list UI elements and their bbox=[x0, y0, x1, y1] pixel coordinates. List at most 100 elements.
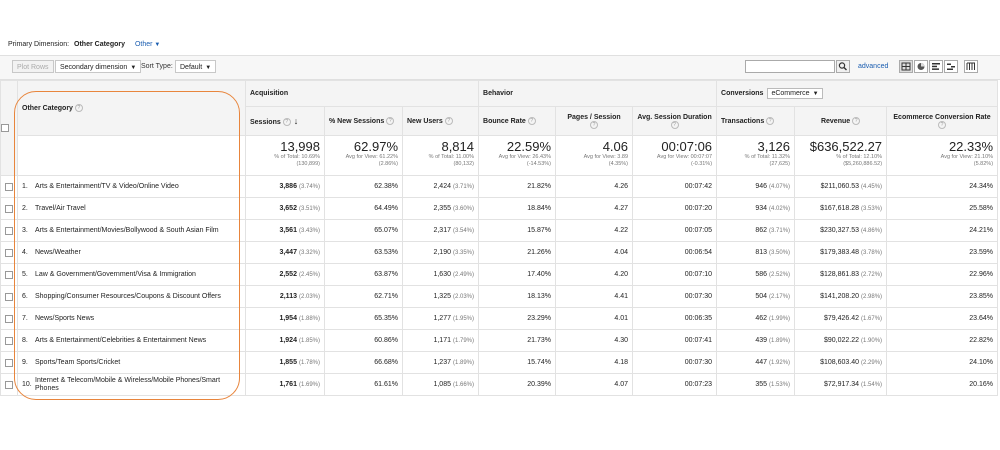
new-users-percent: (1.79%) bbox=[453, 338, 475, 344]
conv-rate-column-header[interactable]: Ecommerce Conversion Rate ? bbox=[886, 106, 999, 136]
revenue-value: $167,618.28 bbox=[820, 205, 860, 212]
help-icon[interactable]: ? bbox=[74, 104, 83, 112]
view-pivot-button[interactable] bbox=[964, 60, 978, 73]
new-users-cell: 2,424 (3.71%) bbox=[401, 175, 480, 198]
category-cell: 1. Arts & Entertainment/TV & Video/Online… bbox=[17, 175, 246, 198]
table-row[interactable]: 6. Shopping/Consumer Resources/Coupons & … bbox=[0, 285, 999, 308]
help-icon[interactable]: ? bbox=[282, 118, 291, 127]
sessions-value: 1,855 bbox=[279, 359, 297, 366]
bounce-rate-column-header[interactable]: Bounce Rate ? bbox=[478, 106, 557, 136]
sessions-column-header[interactable]: Sessions ? ↓ bbox=[245, 106, 325, 136]
category-link[interactable]: Arts & Entertainment/TV & Video/Online V… bbox=[35, 182, 179, 190]
transactions-percent: (4.07%) bbox=[769, 184, 791, 190]
category-link[interactable]: Travel/Air Travel bbox=[35, 204, 86, 212]
new-sessions-cell: 63.53% bbox=[324, 241, 403, 264]
new-users-column-header[interactable]: New Users ? bbox=[401, 106, 480, 136]
row-checkbox-cell bbox=[0, 307, 18, 330]
primary-dimension-value[interactable]: Other Category bbox=[74, 41, 125, 48]
advanced-filter-link[interactable]: advanced bbox=[858, 63, 889, 70]
select-all-checkbox[interactable] bbox=[1, 124, 9, 132]
revenue-cell: $230,327.53 (4.86%) bbox=[794, 219, 888, 242]
conversions-goal-dropdown[interactable]: eCommerce ▼ bbox=[767, 88, 823, 99]
help-icon[interactable]: ? bbox=[444, 117, 453, 125]
row-checkbox[interactable] bbox=[5, 336, 13, 345]
column-header-row: Sessions ? ↓ % New Sessions ? New Users ?… bbox=[1, 106, 999, 136]
secondary-dimension-dropdown[interactable]: Secondary dimension ▼ bbox=[55, 60, 142, 73]
totals-pages-session-sub1: Avg for View: 3.89 bbox=[583, 154, 629, 160]
plot-rows-button[interactable]: Plot Rows bbox=[12, 60, 54, 73]
pages-session-column-header[interactable]: Pages / Session? bbox=[555, 106, 634, 136]
behavior-group-header: Behavior bbox=[478, 80, 718, 107]
table-search-input[interactable] bbox=[745, 60, 835, 73]
new-users-percent: (2.03%) bbox=[453, 294, 475, 300]
table-row[interactable]: 4. News/Weather 3,447 (3.32%) 63.53% 2,190… bbox=[0, 241, 999, 264]
view-data-table-button[interactable] bbox=[899, 60, 913, 73]
search-button[interactable] bbox=[836, 60, 850, 73]
row-checkbox[interactable] bbox=[5, 226, 13, 235]
table-row[interactable]: 10.Internet & Telecom/Mobile & Wireless/… bbox=[0, 373, 999, 396]
row-checkbox-cell bbox=[0, 197, 18, 220]
row-checkbox[interactable] bbox=[5, 248, 13, 257]
report-table: Other Category ? Acquisition Behavior Co… bbox=[0, 80, 999, 396]
view-performance-button[interactable] bbox=[929, 60, 943, 73]
help-icon[interactable]: ? bbox=[386, 117, 395, 125]
transactions-value: 586 bbox=[755, 271, 768, 278]
category-link[interactable]: Law & Government/Government/Visa & Immig… bbox=[35, 270, 196, 278]
revenue-value: $128,861.83 bbox=[820, 271, 860, 278]
sort-type-dropdown[interactable]: Default ▼ bbox=[175, 60, 217, 73]
avg-duration-column-header[interactable]: Avg. Session Duration? bbox=[632, 106, 718, 136]
row-checkbox[interactable] bbox=[5, 270, 13, 279]
transactions-cell: 355 (1.53%) bbox=[716, 373, 796, 396]
table-row[interactable]: 8. Arts & Entertainment/Celebrities & Ent… bbox=[0, 329, 999, 352]
row-checkbox[interactable] bbox=[5, 358, 13, 367]
help-icon[interactable]: ? bbox=[527, 117, 536, 125]
category-column-header[interactable]: Other Category ? bbox=[17, 80, 246, 136]
select-all-cell bbox=[0, 80, 18, 176]
category-link[interactable]: Arts & Entertainment/Celebrities & Enter… bbox=[35, 336, 207, 344]
report-toolbar: Plot Rows Secondary dimension ▼ Sort Type… bbox=[0, 55, 1000, 80]
category-link[interactable]: Sports/Team Sports/Cricket bbox=[35, 358, 121, 366]
pie-chart-icon bbox=[917, 63, 925, 70]
conv-rate-column-label: Ecommerce Conversion Rate bbox=[893, 113, 991, 121]
help-icon[interactable]: ? bbox=[852, 117, 861, 125]
avg-duration-cell: 00:07:42 bbox=[632, 175, 718, 198]
category-link[interactable]: Internet & Telecom/Mobile & Wireless/Mob… bbox=[35, 376, 221, 392]
category-link[interactable]: News/Weather bbox=[35, 248, 81, 256]
transactions-column-header[interactable]: Transactions ? bbox=[716, 106, 796, 136]
revenue-cell: $128,861.83 (2.72%) bbox=[794, 263, 888, 286]
conversions-group-header: Conversions eCommerce ▼ bbox=[716, 80, 999, 107]
new-sessions-cell: 62.38% bbox=[324, 175, 403, 198]
other-dimension-link[interactable]: Other ▼ bbox=[135, 41, 160, 48]
row-checkbox[interactable] bbox=[5, 204, 13, 213]
row-checkbox[interactable] bbox=[5, 380, 13, 389]
table-row[interactable]: 7. News/Sports News 1,954 (1.88%) 65.35% 1… bbox=[0, 307, 999, 330]
row-checkbox[interactable] bbox=[5, 314, 13, 323]
new-sessions-column-header[interactable]: % New Sessions ? bbox=[324, 106, 403, 136]
table-row[interactable]: 3. Arts & Entertainment/Movies/Bollywood … bbox=[0, 219, 999, 242]
revenue-column-header[interactable]: Revenue ? bbox=[794, 106, 888, 136]
category-link[interactable]: Shopping/Consumer Resources/Coupons & Di… bbox=[35, 292, 221, 300]
category-link[interactable]: News/Sports News bbox=[35, 314, 95, 322]
category-link[interactable]: Arts & Entertainment/Movies/Bollywood & … bbox=[35, 226, 219, 234]
row-checkbox[interactable] bbox=[5, 292, 13, 301]
view-percentage-button[interactable] bbox=[914, 60, 928, 73]
sessions-cell: 3,886 (3.74%) bbox=[245, 175, 325, 198]
view-comparison-button[interactable] bbox=[944, 60, 958, 73]
sessions-percent: (3.32%) bbox=[298, 250, 320, 256]
transactions-value: 355 bbox=[755, 381, 768, 388]
help-icon[interactable]: ? bbox=[938, 120, 947, 129]
sessions-cell: 2,552 (2.45%) bbox=[245, 263, 325, 286]
row-checkbox[interactable] bbox=[5, 182, 13, 191]
sessions-value: 1,924 bbox=[279, 337, 297, 344]
help-icon[interactable]: ? bbox=[766, 117, 775, 125]
totals-avg-duration-sub2: (-0.31%) bbox=[690, 160, 713, 167]
revenue-value: $141,208.20 bbox=[820, 293, 860, 300]
conv-rate-cell: 22.96% bbox=[886, 263, 999, 286]
help-icon[interactable]: ? bbox=[670, 120, 679, 129]
table-row[interactable]: 9. Sports/Team Sports/Cricket 1,855 (1.78%… bbox=[0, 351, 999, 374]
table-row[interactable]: 1. Arts & Entertainment/TV & Video/Online… bbox=[0, 175, 999, 198]
sessions-value: 2,113 bbox=[279, 293, 297, 300]
help-icon[interactable]: ? bbox=[590, 120, 599, 129]
table-row[interactable]: 5. Law & Government/Government/Visa & Imm… bbox=[0, 263, 999, 286]
table-row[interactable]: 2. Travel/Air Travel 3,652 (3.51%) 64.49% … bbox=[0, 197, 999, 220]
